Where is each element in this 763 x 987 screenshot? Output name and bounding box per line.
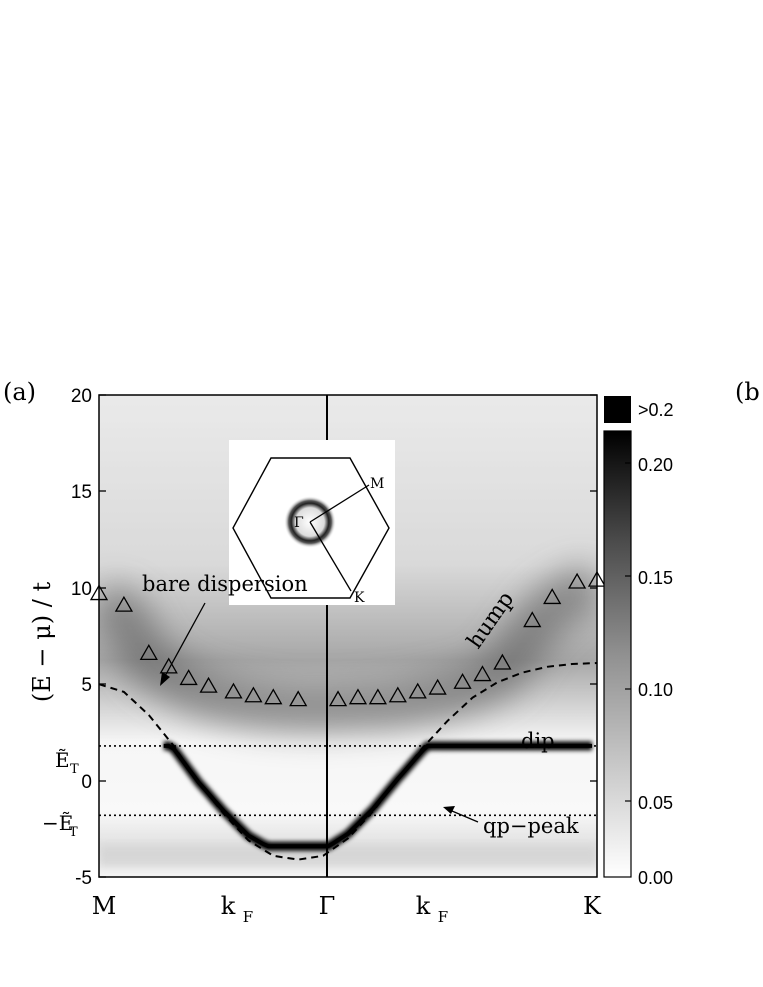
triangle-markers: [89, 570, 607, 707]
colorbar-gradient: [603, 430, 632, 878]
triangle-marker: [543, 588, 562, 605]
x-tick-gamma: Γ: [319, 892, 336, 920]
triangle-marker: [224, 682, 243, 699]
qp-arrow-line: [451, 810, 479, 823]
y-tick-minus5: -5: [75, 868, 92, 889]
y-tick-10: 10: [71, 579, 92, 600]
triangle-marker: [453, 672, 472, 689]
triangle-marker: [368, 688, 388, 705]
inset-hexagon: [232, 457, 390, 599]
triangle-marker: [289, 690, 308, 707]
triangle-marker: [567, 572, 587, 589]
triangle-marker: [348, 688, 368, 705]
inset-line-k: [309, 521, 352, 592]
triangle-marker: [199, 676, 218, 693]
triangle-marker: [159, 657, 178, 674]
inset-m-label: M: [370, 476, 384, 492]
x-tick-kf-left-sub: F: [243, 908, 253, 926]
y-tick-minus-et-sub: T: [69, 825, 78, 840]
triangle-marker: [179, 669, 198, 686]
triangle-marker: [139, 644, 158, 661]
y-tick-marks: [99, 394, 597, 878]
bare-arrow-head: [160, 672, 170, 686]
x-tick-kf-right: k: [416, 892, 431, 920]
bare-arrow-line: [163, 602, 206, 679]
x-tick-k: K: [583, 892, 602, 920]
triangle-marker: [264, 688, 283, 705]
colorbar: >0.2 0.20 0.15 0.10 0.05 0.00: [603, 396, 674, 888]
y-axis-label: (E − μ) / t: [28, 582, 56, 703]
triangle-marker: [523, 611, 542, 628]
colorbar-label-005: 0.05: [638, 793, 673, 813]
colorbar-overflow-box: [604, 396, 631, 423]
y-tick-0: 0: [81, 772, 92, 793]
inset-gamma-label: Γ: [294, 515, 304, 531]
inset: Γ M K: [229, 440, 395, 606]
colorbar-label-015: 0.15: [638, 568, 673, 588]
triangle-marker: [89, 584, 109, 601]
triangle-marker: [244, 686, 263, 703]
inset-k-label: K: [354, 590, 365, 606]
annotation-dip: dip: [521, 729, 555, 753]
x-tick-kf-right-sub: F: [438, 908, 448, 926]
y-tick-5: 5: [81, 675, 92, 696]
triangle-marker: [114, 595, 134, 612]
y-tick-minus-et: −Ẽ: [42, 811, 73, 835]
panel-label-a: (a): [3, 378, 36, 406]
triangle-marker: [473, 665, 492, 682]
y-tick-et: Ẽ: [55, 748, 70, 772]
triangle-marker: [388, 686, 407, 703]
triangle-marker: [408, 682, 427, 699]
colorbar-label-020: 0.20: [638, 455, 673, 475]
bare-dispersion-line: [98, 662, 598, 861]
triangle-marker: [328, 690, 348, 707]
triangle-marker: [428, 678, 447, 695]
inset-line-m: [309, 484, 370, 523]
colorbar-overflow-label: >0.2: [638, 400, 674, 420]
annotation-bare-dispersion: bare dispersion: [142, 572, 308, 596]
y-tick-15: 15: [71, 482, 92, 503]
colorbar-label-000: 0.00: [638, 868, 673, 888]
colorbar-label-010: 0.10: [638, 680, 673, 700]
x-tick-kf-left: k: [221, 892, 236, 920]
panel-label-b: (b: [735, 378, 760, 406]
annotation-qp-peak: qp−peak: [483, 814, 579, 838]
lower-band: [99, 845, 597, 867]
triangle-marker: [493, 653, 512, 670]
qp-arrow-head: [443, 806, 455, 814]
plot-frame: [98, 394, 598, 878]
y-tick-20: 20: [71, 386, 92, 407]
triangle-marker: [587, 570, 607, 587]
x-tick-m: M: [92, 892, 117, 920]
y-tick-et-sub: T: [70, 762, 79, 777]
